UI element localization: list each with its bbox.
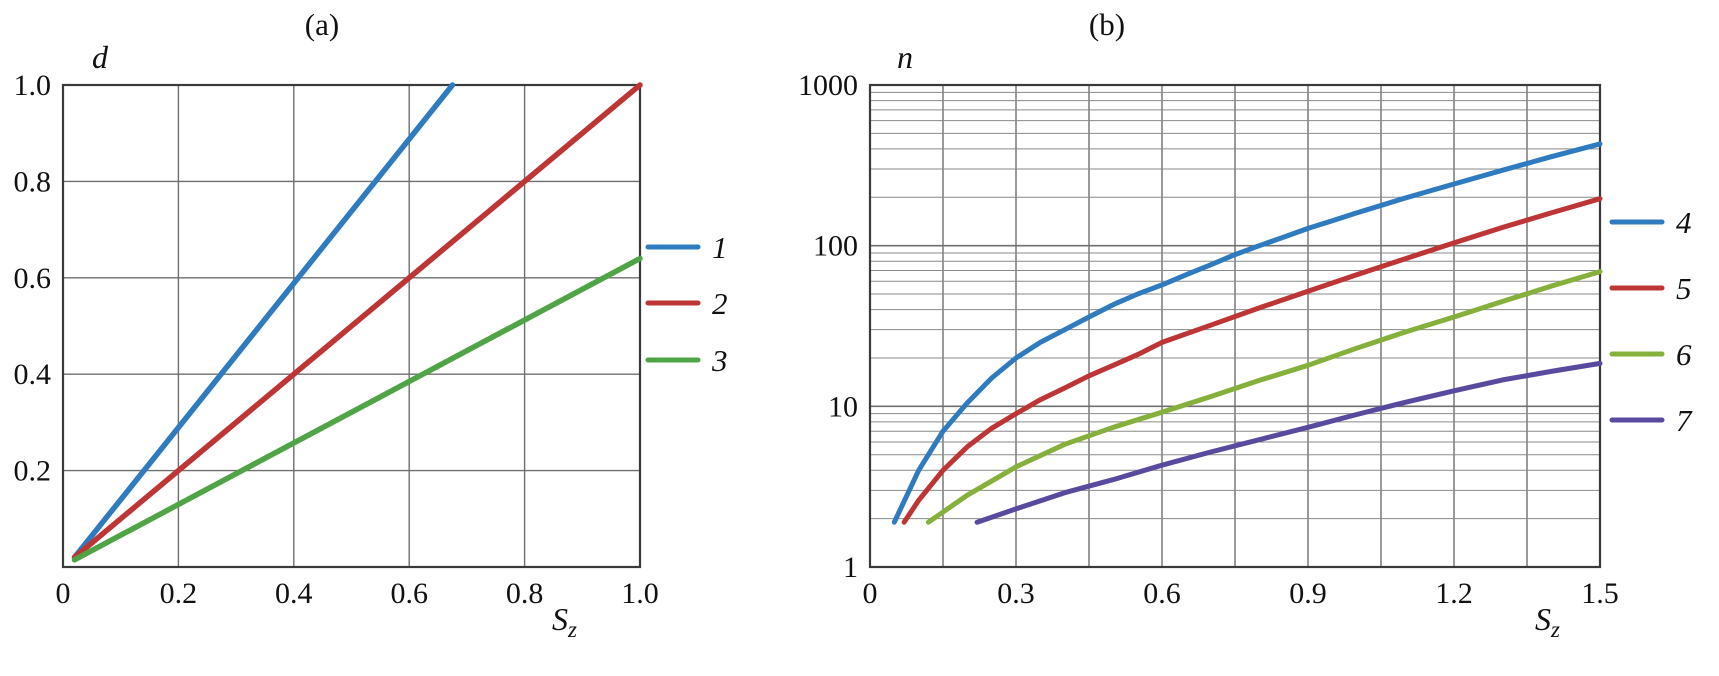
- y-tick-label: 0.2: [14, 455, 52, 488]
- series-4-line: [891, 141, 1603, 525]
- series-1-line: [71, 82, 456, 561]
- y-tick-label: 1.0: [14, 69, 52, 102]
- x-tick-label: 1.0: [621, 577, 659, 610]
- legend-label-7: 7: [1676, 403, 1693, 438]
- x-axis-label: Sz: [1535, 601, 1560, 642]
- legend-label-5: 5: [1676, 271, 1692, 306]
- series-5-line: [901, 196, 1603, 525]
- y-tick-label: 10: [828, 390, 858, 423]
- x-tick-label: 0.9: [1289, 577, 1327, 610]
- chart-b-svg: 0 0.3 0.6 0.9 1.2 1.5 1 10 100 1000 (b) n Sz 4 5 6 7: [798, 7, 1693, 642]
- panel-title: (a): [305, 7, 339, 42]
- x-tick-label: 0.6: [1143, 577, 1181, 610]
- x-tick-label: 0: [863, 577, 878, 610]
- series-6-line: [925, 269, 1603, 525]
- y-tick-label: 1: [843, 551, 858, 584]
- y-tick-label: 100: [813, 230, 858, 263]
- series-7-line: [974, 360, 1603, 525]
- y-axis-label: d: [92, 39, 109, 75]
- panel-b: 0 0.3 0.6 0.9 1.2 1.5 1 10 100 1000 (b) n Sz 4 5 6 7: [795, 0, 1719, 676]
- panel-a: 0 0.2 0.4 0.6 0.8 1.0 0.2 0.4 0.6 0.8 1.0 (a) d Sz 1 2 3: [0, 0, 795, 676]
- series-3-line: [71, 255, 643, 563]
- legend-label-3: 3: [711, 343, 728, 378]
- y-axis-label: n: [897, 39, 913, 75]
- legend-label-2: 2: [712, 286, 728, 321]
- x-tick-label: 0.2: [160, 577, 198, 610]
- x-tick-label: 0.6: [390, 577, 428, 610]
- legend-label-6: 6: [1676, 337, 1692, 372]
- x-tick-label: 1.2: [1435, 577, 1473, 610]
- legend-label-1: 1: [712, 230, 728, 265]
- x-tick-label: 1.5: [1581, 577, 1619, 610]
- plot-frame: [868, 83, 1602, 569]
- plot-frame: [61, 83, 642, 569]
- legend-label-4: 4: [1676, 205, 1692, 240]
- series-2-line: [71, 82, 643, 561]
- x-tick-label: 0: [56, 577, 71, 610]
- chart-a-svg: 0 0.2 0.4 0.6 0.8 1.0 0.2 0.4 0.6 0.8 1.0 (a) d Sz 1 2 3: [14, 7, 728, 642]
- y-tick-label: 0.8: [14, 165, 52, 198]
- y-tick-label: 1000: [798, 69, 858, 102]
- x-tick-label: 0.8: [506, 577, 544, 610]
- panel-title: (b): [1089, 7, 1125, 42]
- x-tick-label: 0.4: [275, 577, 313, 610]
- y-tick-label: 0.6: [14, 262, 52, 295]
- x-tick-label: 0.3: [997, 577, 1035, 610]
- x-axis-label: Sz: [552, 601, 577, 642]
- y-tick-label: 0.4: [14, 358, 52, 391]
